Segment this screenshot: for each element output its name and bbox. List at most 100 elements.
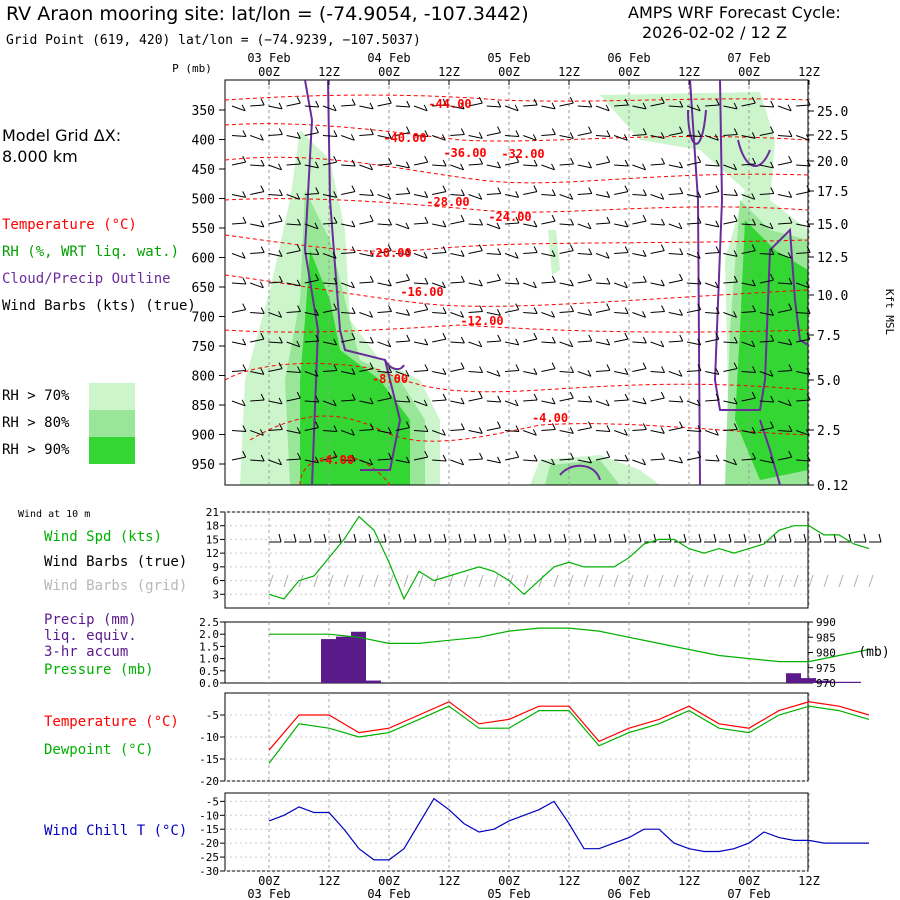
wind-barb-flag [733, 458, 738, 466]
wind-barb-flag [551, 128, 556, 135]
wind-barb-shaft [523, 399, 538, 402]
precip-bar [816, 680, 831, 683]
wind10-barb-flag [743, 533, 747, 543]
wind-barb-flag [751, 391, 756, 399]
height-tick-label: 7.5 [817, 329, 840, 344]
wind-barb-shaft [304, 371, 319, 377]
wind-barb-shaft [504, 282, 520, 285]
wind-barb-shaft [614, 399, 629, 402]
legend-temperature: Temperature (°C) [2, 217, 137, 233]
wind-barb-shaft [541, 312, 555, 318]
wind-barb-shaft [304, 279, 319, 284]
wind-barb-shaft [268, 429, 283, 431]
wind-barb-shaft [632, 368, 647, 372]
wind-barb-shaft [577, 427, 592, 431]
temperature-contour-4 [224, 234, 809, 252]
wind10-barb-flag [803, 533, 807, 543]
temperature-contour-1 [224, 123, 809, 142]
wind-barb-shaft [614, 252, 629, 254]
wind-barb-shaft [705, 135, 719, 141]
wind-barb-shaft [705, 191, 719, 195]
wind-barb-flag [624, 368, 629, 375]
wind-barb-flag [733, 423, 738, 430]
temperature-panel [220, 692, 870, 782]
wind-barb-shaft [432, 459, 447, 462]
wind-barb-shaft [741, 163, 756, 166]
wind-barb-flag [787, 399, 792, 407]
wind-grid-barb [568, 574, 574, 588]
wind-barb-shaft [650, 430, 665, 434]
wind-barb-shaft [741, 371, 756, 373]
pressure-tick-label: 980 [816, 647, 836, 660]
wind-barb-shaft [759, 164, 774, 169]
wind-barb-flag [714, 134, 719, 141]
cross-section-panel [224, 79, 811, 486]
wind-barb-shaft [322, 456, 337, 461]
wind-barb-flag [660, 391, 665, 399]
wind-barb-shaft [304, 132, 319, 136]
wind-barb-flag [242, 130, 247, 137]
wind-grid-barb [478, 574, 484, 588]
wind-barb-shaft [741, 397, 756, 402]
wind-barb-flag [679, 421, 683, 428]
wind-barb-flag [260, 220, 265, 228]
wind-barb-flag [605, 104, 610, 112]
wind-barb-flag [315, 126, 319, 133]
wind-barb-shaft [231, 282, 247, 285]
wind-barb-shaft [395, 193, 410, 195]
wind-barb-shaft [450, 194, 465, 196]
wind-barb-flag [479, 452, 484, 460]
wind-barb-flag [442, 185, 447, 192]
wind-barb-shaft [577, 223, 592, 230]
wind-barb-shaft [595, 341, 610, 346]
wind-barb-flag [478, 427, 483, 434]
wind-barb-shaft [686, 400, 701, 407]
wind-barb-flag [696, 252, 701, 259]
wind-barb-shaft [504, 341, 519, 346]
wind-barb-shaft [341, 135, 355, 141]
wind-barb-shaft [705, 371, 719, 375]
forecast-cycle-label: AMPS WRF Forecast Cycle: [628, 3, 841, 22]
precip-bar [786, 673, 801, 683]
wind-barb-shaft [377, 397, 392, 402]
temperature-line [268, 701, 870, 751]
wind-barb-shaft [705, 252, 720, 254]
wind-barb-flag [406, 309, 410, 316]
wind-barb-flag [441, 134, 446, 141]
temperature-contour-label: -40.00 [383, 131, 426, 145]
bottom-hour-label: 00Z [738, 874, 760, 888]
wind-barb-shaft [523, 164, 538, 167]
wind-barb-shaft [723, 281, 738, 284]
legend-rh70-label: RH > 70% [2, 388, 70, 404]
wind-speed-tick-label: 12 [206, 547, 219, 560]
wind-barb-shaft [759, 340, 774, 343]
wind-barb-flag [733, 311, 738, 318]
wind-barb-shaft [231, 309, 246, 313]
wind-barb-flag [533, 220, 538, 228]
wind-barb-shaft [432, 371, 446, 375]
wind-barb-flag [496, 370, 501, 377]
wind10-barb-flag [818, 533, 822, 543]
wind-barb-shaft [723, 341, 738, 344]
wind-barb-flag [369, 336, 374, 344]
wind-barb-flag [296, 340, 301, 348]
wind-barb-flag [515, 338, 520, 346]
wind-barb-flag [551, 275, 556, 283]
wind-barb-flag [606, 450, 611, 458]
wind-barb-flag [515, 277, 520, 285]
wind-barb-shaft [231, 135, 247, 137]
wind-barb-flag [805, 429, 810, 436]
wind-barb-shaft [614, 312, 629, 314]
pressure-tick-label: 970 [816, 677, 836, 690]
top-hour-label: 12Z [678, 65, 700, 79]
wind-barb-flag [405, 370, 410, 377]
wind-barb-flag [733, 275, 738, 283]
wind-barb-shaft [286, 135, 301, 139]
wind-barb-shaft [523, 191, 537, 195]
wind10-barb-flag [728, 533, 732, 543]
wind-barb-flag [514, 104, 519, 112]
wind-barb-shaft [523, 430, 537, 436]
wind-barb-shaft [250, 252, 265, 254]
wind-barb-shaft [432, 338, 446, 343]
wind-barb-flag [751, 279, 756, 287]
